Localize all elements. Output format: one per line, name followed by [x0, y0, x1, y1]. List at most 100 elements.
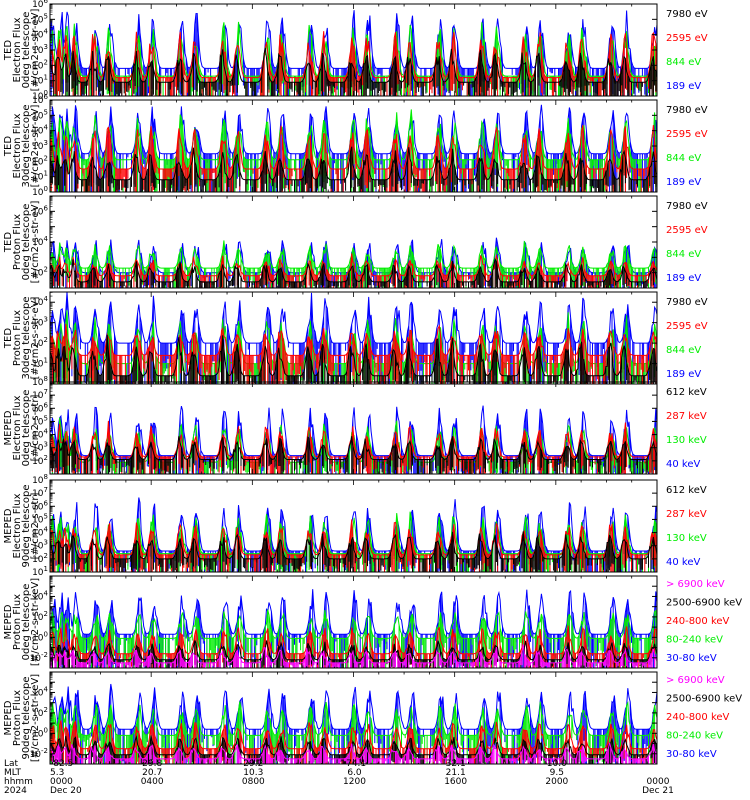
- y-tick-label: 104: [32, 124, 48, 137]
- y-tick-label: 102: [32, 336, 48, 349]
- x-tick-label: 1200: [343, 777, 366, 787]
- y-tick-label: 102: [32, 454, 48, 467]
- y-tick-label: 106: [32, 93, 48, 106]
- y-axis-label: TED: [3, 136, 14, 157]
- y-axis-label: TED: [3, 40, 14, 61]
- y-axis-label: 30deg telescope: [21, 104, 32, 187]
- x-tick-label: 20.7: [142, 768, 162, 778]
- y-axis-label: TED: [3, 328, 14, 349]
- y-axis-label: [#/cm2-s-str-keV]: [30, 578, 41, 666]
- series-line-7980-ev: [49, 47, 658, 96]
- y-tick-label: 100: [32, 89, 48, 102]
- axis-row-label: MLT: [4, 768, 22, 778]
- x-tick-label: 0000: [647, 777, 670, 787]
- y-axis-label: 0deg telescope: [21, 390, 32, 467]
- legend-entry: 130 keV: [666, 435, 707, 446]
- series-line-7980-ev: [49, 257, 658, 288]
- y-tick-label: 102: [32, 706, 48, 719]
- legend-entry: 612 keV: [666, 485, 707, 496]
- series-line-30-80-kev: [49, 683, 658, 764]
- y-tick-label: 102: [32, 154, 48, 167]
- y-tick-label: 102: [32, 266, 48, 279]
- legend-entry: 2500-6900 keV: [666, 598, 742, 609]
- series-line--6900-kev: [49, 644, 658, 668]
- legend-entry: 287 keV: [666, 411, 707, 422]
- y-tick-label: 104: [32, 685, 48, 698]
- x-tick-label: 0400: [141, 777, 164, 787]
- x-tick-label: 6.0: [347, 768, 362, 778]
- y-axis-label: Electron Flux: [12, 395, 23, 460]
- y-tick-label: 106: [32, 204, 48, 217]
- legend-entry: 612 keV: [666, 387, 707, 398]
- y-axis-label: MEPED: [3, 604, 14, 639]
- y-axis-label: MEPED: [3, 508, 14, 543]
- y-axis-label: 0deg telescope: [21, 584, 32, 661]
- legend-entry: 7980 eV: [666, 9, 708, 20]
- y-tick-label: 105: [32, 108, 48, 121]
- y-tick-label: 104: [32, 28, 48, 41]
- legend-entry: 844 eV: [666, 249, 701, 260]
- x-tick-label: Dec 21: [642, 786, 674, 796]
- legend-entry: 287 keV: [666, 509, 707, 520]
- y-tick-label: 104: [32, 589, 48, 602]
- y-axis-label: 0deg telescope: [21, 12, 32, 89]
- y-tick-label: 106: [32, 401, 48, 414]
- legend-entry: 844 eV: [666, 345, 701, 356]
- x-tick-label: 9.5: [550, 768, 564, 778]
- y-axis-label: [#/cm2-s-str]: [30, 492, 41, 559]
- y-axis-label: 0deg telescope: [21, 204, 32, 281]
- legend-entry: 2595 eV: [666, 225, 708, 236]
- y-tick-label: 107: [32, 388, 48, 401]
- x-tick-label: 21.1: [446, 768, 466, 778]
- x-tick-label: 10.3: [243, 768, 263, 778]
- y-axis-label: TED: [3, 232, 14, 253]
- legend-entry: 189 eV: [666, 177, 701, 188]
- y-tick-label: 105: [32, 414, 48, 427]
- series-line-844-ev: [49, 240, 658, 288]
- x-tick-label: 2000: [545, 777, 568, 787]
- y-tick-label: 102: [32, 552, 48, 565]
- x-tick-label: Dec 20: [50, 786, 82, 796]
- legend-entry: 30-80 keV: [666, 653, 717, 664]
- series-line-612-kev: [49, 531, 658, 572]
- y-tick-label: 106: [32, 0, 48, 10]
- y-axis-label: [#/cm2-s-str]: [30, 394, 41, 461]
- y-tick-label: 101: [32, 565, 48, 578]
- y-axis-label: MEPED: [3, 410, 14, 445]
- y-tick-label: 103: [32, 43, 48, 56]
- series-line-7980-ev: [49, 334, 658, 384]
- y-tick-label: 107: [32, 486, 48, 499]
- y-axis-label: [#/cm2-s-str-eV]: [30, 201, 41, 284]
- legend-entry: 189 eV: [666, 369, 701, 380]
- x-tick-label: 32.1: [446, 759, 466, 769]
- y-tick-label: 101: [32, 357, 48, 370]
- legend-entry: 189 eV: [666, 81, 701, 92]
- y-tick-label: 106: [32, 499, 48, 512]
- y-axis-label: Electron Flux: [12, 493, 23, 558]
- legend-entry: 40 keV: [666, 557, 700, 568]
- x-tick-label: 0000: [50, 777, 73, 787]
- legend-entry: 30-80 keV: [666, 749, 717, 760]
- y-tick-label: 101: [32, 74, 48, 87]
- y-tick-label: 104: [32, 235, 48, 248]
- x-tick-label: 0800: [242, 777, 265, 787]
- legend-entry: 189 eV: [666, 273, 701, 284]
- legend-entry: 240-800 keV: [666, 712, 730, 723]
- y-axis-label: [#/cm2-s-str-eV]: [30, 9, 41, 92]
- x-tick-label: 5.3: [50, 768, 64, 778]
- legend-entry: 7980 eV: [666, 297, 708, 308]
- y-axis-label: 90deg telescope: [21, 676, 32, 759]
- legend-entry: 130 keV: [666, 533, 707, 544]
- x-tick-label: 10.0: [547, 759, 567, 769]
- y-tick-label: 103: [32, 139, 48, 152]
- y-axis-label: 90deg telescope: [21, 484, 32, 567]
- series-line-2500-6900-kev: [49, 735, 658, 764]
- y-axis-label: Proton Flux: [12, 214, 23, 270]
